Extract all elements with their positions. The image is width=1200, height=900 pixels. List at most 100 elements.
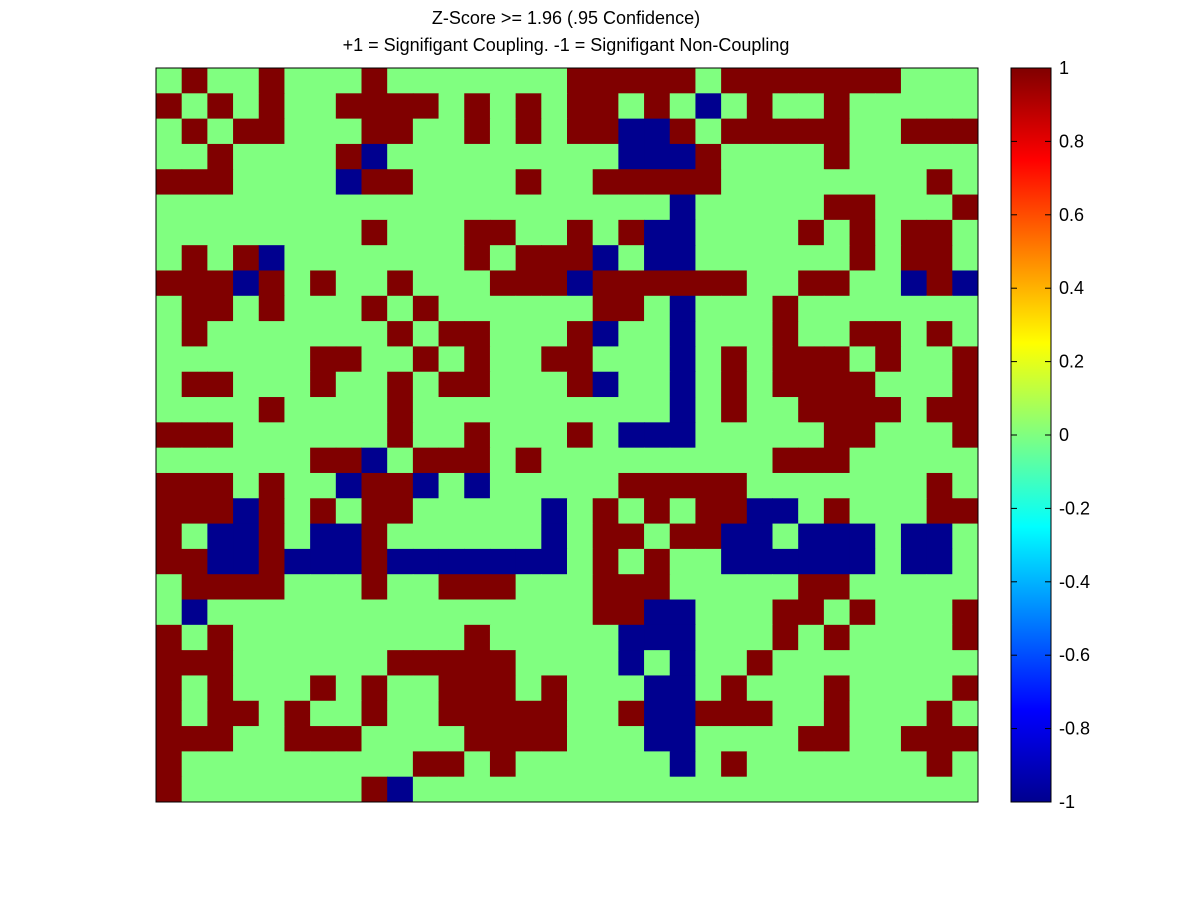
heatmap-cell [900, 599, 928, 626]
heatmap-cell [823, 397, 851, 423]
heatmap-cell [592, 321, 619, 347]
heatmap-cell [284, 422, 311, 449]
heatmap-cell [900, 751, 928, 778]
heatmap-cell [798, 270, 825, 297]
heatmap-cell [772, 472, 799, 499]
heatmap-cell [515, 397, 542, 423]
heatmap-cell [361, 726, 388, 752]
heatmap-cell [798, 574, 825, 601]
heatmap-cell [926, 295, 953, 322]
heatmap-cell [695, 295, 722, 322]
heatmap-cell [515, 245, 542, 271]
heatmap-cell [387, 245, 414, 271]
heatmap-cell [952, 776, 979, 803]
heatmap-cell [618, 675, 645, 702]
heatmap-cell [567, 599, 594, 626]
heatmap-cell [310, 574, 337, 601]
heatmap-cell [361, 776, 388, 803]
heatmap-cell [798, 194, 825, 221]
heatmap-cell [233, 675, 260, 702]
heatmap-cell [618, 776, 645, 803]
heatmap-cell [900, 371, 928, 398]
heatmap-cell [489, 194, 517, 221]
heatmap-cell [284, 371, 311, 398]
heatmap-cell [284, 346, 311, 373]
heatmap-cell [669, 599, 696, 626]
heatmap-cell [310, 270, 337, 297]
heatmap-cell [541, 143, 568, 170]
heatmap-cell [207, 397, 234, 423]
heatmap-cell [823, 548, 851, 575]
heatmap-cell [823, 751, 851, 778]
heatmap-cell [721, 700, 748, 727]
heatmap-cell [181, 574, 208, 601]
heatmap-cell [644, 397, 671, 423]
heatmap-cell [361, 523, 388, 550]
heatmap-cell [310, 68, 337, 94]
heatmap-cell [669, 371, 696, 398]
heatmap-cell [875, 295, 902, 322]
heatmap-cell [515, 321, 542, 347]
heatmap-cell [618, 219, 645, 246]
heatmap-cell [207, 93, 234, 120]
heatmap-cell [181, 726, 208, 752]
heatmap-cell [181, 397, 208, 423]
heatmap-cell [310, 143, 337, 170]
heatmap-cell [618, 295, 645, 322]
heatmap-cell [746, 371, 774, 398]
heatmap-cell [644, 472, 671, 499]
heatmap-cell [952, 143, 979, 170]
heatmap-cell [438, 143, 465, 170]
heatmap-cell [387, 726, 414, 752]
heatmap-cell [875, 523, 902, 550]
heatmap-cell [849, 219, 876, 246]
heatmap-cell [875, 447, 902, 474]
heatmap-cell [361, 143, 388, 170]
heatmap-cell [952, 245, 979, 271]
heatmap-cell [284, 472, 311, 499]
heatmap-cell [233, 726, 260, 752]
heatmap-cell [387, 700, 414, 727]
heatmap-cell [310, 422, 337, 449]
heatmap-cell [156, 675, 183, 702]
heatmap-cell [207, 321, 234, 347]
heatmap-cell [207, 194, 234, 221]
heatmap-cell [335, 270, 363, 297]
heatmap-cell [258, 346, 285, 373]
heatmap-cell [900, 726, 928, 752]
heatmap-cell [798, 219, 825, 246]
heatmap-cell [592, 68, 619, 94]
heatmap-cell [618, 726, 645, 752]
heatmap-cell [746, 118, 774, 145]
heatmap-cell [541, 548, 568, 575]
heatmap-cell [926, 498, 953, 525]
heatmap-cell [875, 346, 902, 373]
heatmap-cell [412, 143, 440, 170]
heatmap-cell [952, 472, 979, 499]
colorbar-tick-label: -0.6 [1059, 645, 1090, 665]
heatmap-cell [489, 523, 517, 550]
heatmap-cell [772, 371, 799, 398]
heatmap-cell [644, 219, 671, 246]
heatmap-cell [669, 422, 696, 449]
heatmap-cell [207, 751, 234, 778]
heatmap-cell [746, 751, 774, 778]
heatmap-cell [335, 548, 363, 575]
heatmap-cell [746, 700, 774, 727]
heatmap-cell [567, 700, 594, 727]
heatmap-cell [387, 422, 414, 449]
heatmap-cell [798, 68, 825, 94]
heatmap-cell [772, 498, 799, 525]
heatmap-cell [284, 194, 311, 221]
heatmap-cell [695, 169, 722, 196]
heatmap-cell [181, 68, 208, 94]
heatmap-cell [387, 219, 414, 246]
heatmap-cell [721, 726, 748, 752]
heatmap-cell [284, 143, 311, 170]
heatmap-cell [900, 219, 928, 246]
heatmap-cell [798, 548, 825, 575]
heatmap-cell [952, 194, 979, 221]
heatmap-cell [464, 726, 491, 752]
heatmap-cell [721, 574, 748, 601]
heatmap-cell [233, 143, 260, 170]
